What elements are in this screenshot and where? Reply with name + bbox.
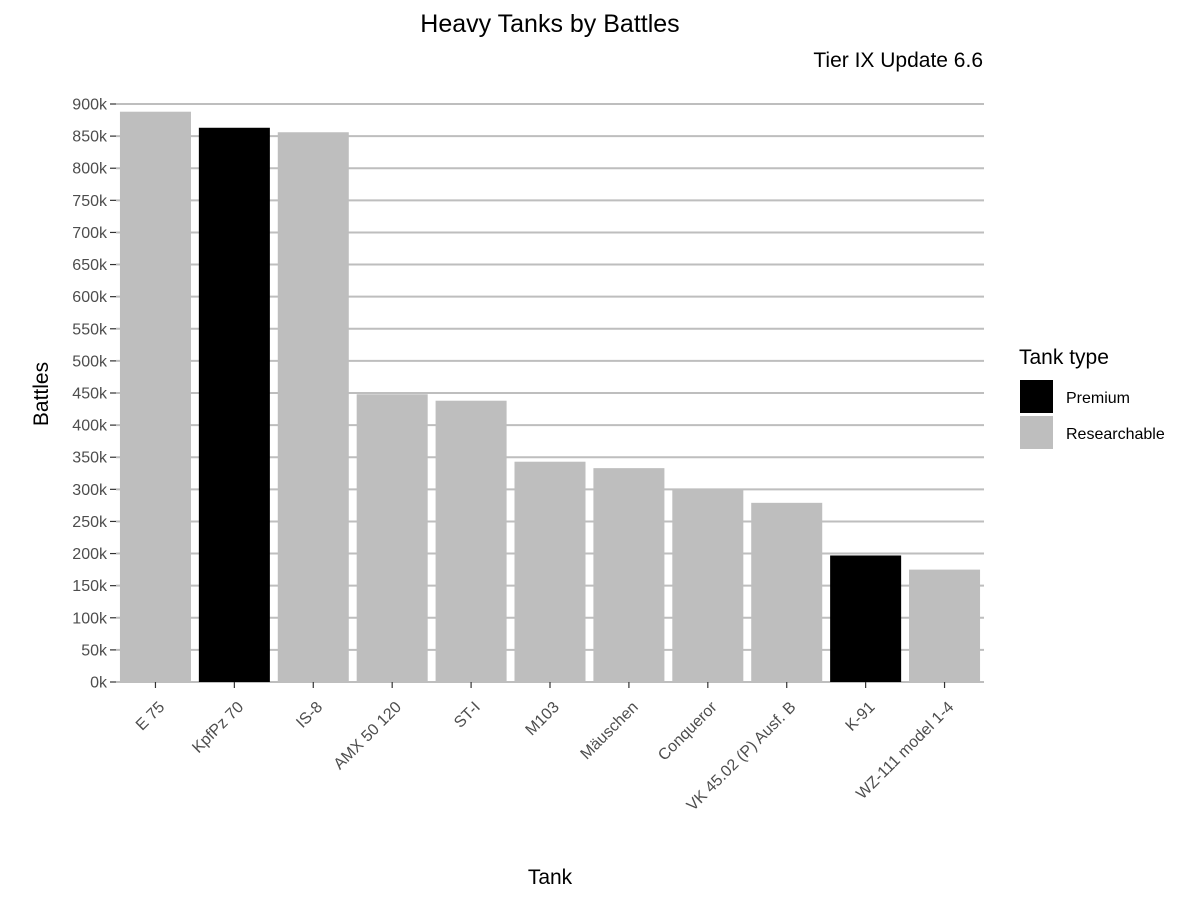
- bar: [198, 127, 270, 683]
- bar: [751, 502, 823, 682]
- y-tick-label: 550k: [72, 321, 108, 338]
- y-tick-label: 650k: [72, 257, 108, 274]
- y-tick-label: 100k: [72, 610, 108, 627]
- x-tick-label: ST-I: [451, 699, 484, 732]
- y-tick-label: 500k: [72, 353, 108, 370]
- x-tick-label: KpfPz 70: [189, 699, 247, 757]
- x-tick-label: K-91: [843, 699, 879, 735]
- x-axis-title: Tank: [528, 866, 573, 889]
- bar: [514, 461, 586, 682]
- bar: [435, 400, 507, 682]
- x-tick-label: Conqueror: [655, 698, 721, 764]
- legend-title: Tank type: [1019, 346, 1109, 369]
- x-axis: E 75 KpfPz 70 IS-8 AMX 50 120 ST-I M103 Mäusch…: [133, 682, 957, 815]
- y-tick-label: 50k: [81, 642, 108, 659]
- bar: [593, 468, 665, 682]
- x-tick-label: IS-8: [293, 699, 326, 732]
- y-tick-label: 450k: [72, 386, 108, 403]
- chart-subtitle: Tier IX Update 6.6: [813, 49, 983, 72]
- y-tick-label: 200k: [72, 546, 108, 563]
- x-tick-label: M103: [523, 699, 563, 739]
- y-axis: 0k 50k 100k 150k 200k 250k 300k 350k 400k 450k 500…: [72, 97, 116, 692]
- chart-title: Heavy Tanks by Battles: [420, 10, 679, 38]
- y-tick-label: 900k: [72, 97, 108, 114]
- y-tick-label: 400k: [72, 418, 108, 435]
- legend-key: [1020, 380, 1053, 413]
- y-tick-label: 300k: [72, 482, 108, 499]
- bar: [672, 489, 744, 682]
- bar: [277, 132, 349, 682]
- y-tick-label: 800k: [72, 161, 108, 178]
- legend-label: Researchable: [1066, 426, 1165, 443]
- x-tick-label: Mäuschen: [578, 699, 642, 763]
- bar: [909, 569, 981, 682]
- x-tick-label: E 75: [133, 699, 168, 734]
- y-tick-label: 150k: [72, 578, 108, 595]
- y-tick-label: 750k: [72, 193, 108, 210]
- y-tick-label: 250k: [72, 514, 108, 531]
- y-tick-label: 850k: [72, 129, 108, 146]
- bar: [356, 394, 428, 682]
- legend-label: Premium: [1066, 390, 1130, 407]
- legend-key: [1020, 416, 1053, 449]
- bar: [119, 111, 191, 682]
- y-tick-label: 350k: [72, 450, 108, 467]
- y-tick-label: 600k: [72, 289, 108, 306]
- y-tick-label: 700k: [72, 225, 108, 242]
- y-tick-label: 0k: [90, 675, 108, 692]
- bar-layer: [119, 111, 981, 683]
- bar: [830, 555, 902, 682]
- y-axis-title: Battles: [30, 362, 53, 426]
- x-tick-label: AMX 50 120: [331, 699, 405, 773]
- legend: Tank type Premium Researchable: [1019, 346, 1165, 449]
